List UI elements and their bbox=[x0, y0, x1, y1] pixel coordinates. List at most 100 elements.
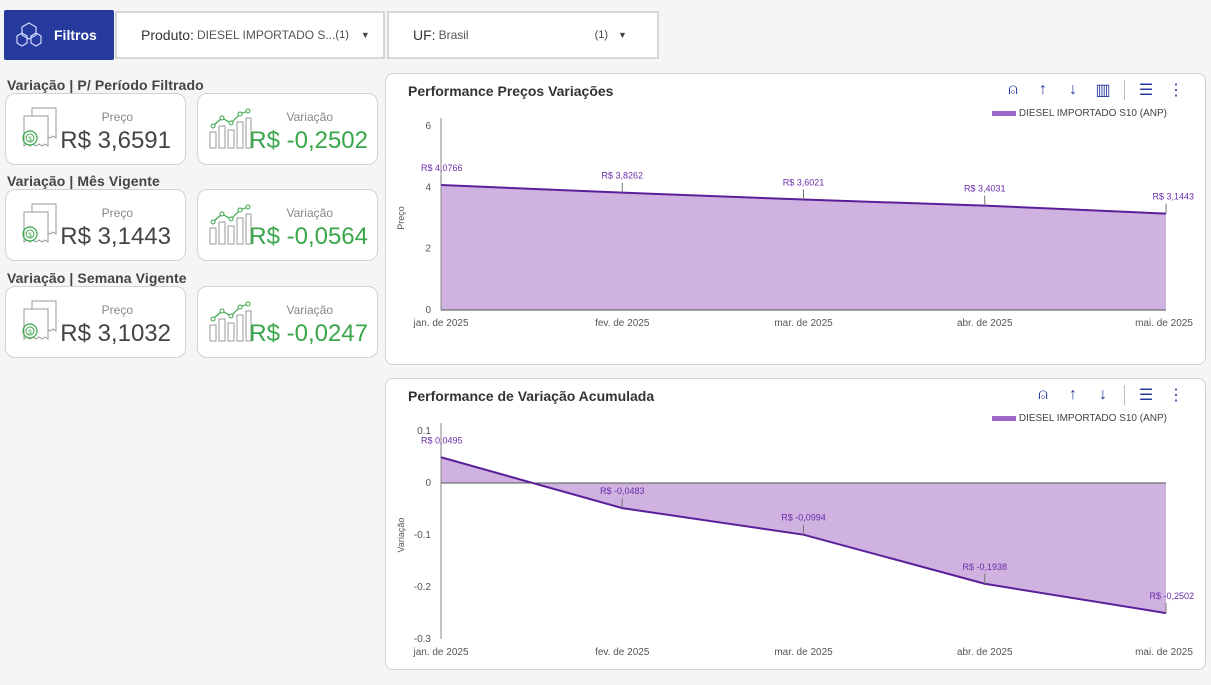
toolbar-divider bbox=[1124, 385, 1125, 405]
y-axis-title: Variação bbox=[396, 518, 406, 553]
receipt-money-icon: $ bbox=[16, 299, 60, 347]
kpi-value: R$ 3,1443 bbox=[60, 223, 171, 250]
uf-filter-value: Brasil bbox=[438, 28, 469, 42]
price-kpi-card: $ Preço R$ 3,6591 bbox=[5, 93, 186, 165]
chart-title: Performance de Variação Acumulada bbox=[408, 388, 655, 404]
kpi-label: Variação bbox=[286, 303, 333, 317]
more-options-icon[interactable]: ⋮ bbox=[1168, 82, 1184, 99]
price-performance-panel: Performance Preços Variações ⍝ ↑ ↓ ▥ ☰ ⋮… bbox=[385, 73, 1206, 365]
receipt-money-icon: $ bbox=[16, 106, 60, 154]
bar-chart-growth-icon bbox=[208, 299, 252, 347]
data-label: R$ 3,4031 bbox=[964, 184, 1006, 194]
x-tick-label: jan. de 2025 bbox=[412, 647, 468, 658]
data-label: R$ 4,0766 bbox=[421, 163, 463, 173]
price-kpi-card: $ Preço R$ 3,1032 bbox=[5, 286, 186, 358]
kpi-label: Preço bbox=[101, 206, 133, 220]
receipt-money-icon: $ bbox=[16, 202, 60, 250]
x-tick-label: abr. de 2025 bbox=[957, 318, 1013, 329]
legend-label: DIESEL IMPORTADO S10 (ANP) bbox=[1018, 413, 1167, 424]
produto-filter-value: DIESEL IMPORTADO S... bbox=[196, 28, 336, 42]
more-options-icon[interactable]: ⋮ bbox=[1168, 387, 1184, 404]
chevron-down-icon: ▼ bbox=[360, 30, 370, 40]
arrow-up-icon[interactable]: ↑ bbox=[1039, 81, 1047, 98]
variation-kpi-card: Variação R$ -0,0564 bbox=[197, 189, 378, 261]
chart-title: Performance Preços Variações bbox=[408, 83, 614, 99]
y-tick-label: 0 bbox=[425, 478, 431, 489]
arrow-up-icon[interactable]: ↑ bbox=[1069, 386, 1077, 403]
svg-text:$: $ bbox=[28, 330, 32, 336]
data-label: R$ -0,2502 bbox=[1149, 591, 1194, 601]
svg-text:$: $ bbox=[28, 137, 32, 143]
kpi-section-title: Variação | Mês Vigente bbox=[7, 173, 160, 189]
data-label: R$ -0,0994 bbox=[781, 513, 826, 523]
legend-swatch bbox=[991, 111, 1016, 116]
price-area-chart: R$ 4,0766 R$ 3,8262 R$ 3,6021 R$ 3,4031 R$ 3… bbox=[396, 118, 1194, 329]
y-tick-label: 0.1 bbox=[417, 426, 431, 437]
bar-chart-growth-icon bbox=[208, 106, 252, 154]
kpi-section-title: Variação | Semana Vigente bbox=[7, 270, 187, 286]
drill-mode-icon[interactable]: ⍝ bbox=[1038, 386, 1048, 403]
x-tick-label: mar. de 2025 bbox=[774, 647, 833, 658]
x-tick-label: fev. de 2025 bbox=[595, 318, 650, 329]
y-tick-label: -0.2 bbox=[414, 582, 432, 593]
variation-kpi-card: Variação R$ -0,2502 bbox=[197, 93, 378, 165]
toolbar-divider bbox=[1124, 80, 1125, 100]
data-label: R$ 0,0495 bbox=[421, 435, 463, 445]
kpi-section-title: Variação | P/ Período Filtrado bbox=[7, 77, 204, 93]
filters-button[interactable]: Filtros bbox=[4, 10, 114, 60]
variation-area-chart: R$ 0,0495 R$ -0,0483 R$ -0,0994 R$ -0,1938 R… bbox=[396, 423, 1194, 658]
chart-toolbar: ⍝ ↑ ↓ ▥ ☰ ⋮ bbox=[998, 79, 1191, 101]
legend-label: DIESEL IMPORTADO S10 (ANP) bbox=[1018, 108, 1167, 119]
kpi-label: Variação bbox=[286, 206, 333, 220]
svg-text:$: $ bbox=[28, 233, 32, 239]
data-label: R$ -0,0483 bbox=[600, 486, 645, 496]
arrow-down-icon[interactable]: ↓ bbox=[1069, 81, 1077, 98]
kpi-value: R$ -0,2502 bbox=[249, 127, 368, 154]
kpi-label: Preço bbox=[101, 110, 133, 124]
uf-filter-dropdown[interactable]: UF: Brasil (1) ▼ bbox=[387, 11, 659, 59]
x-tick-label: mai. de 2025 bbox=[1135, 647, 1193, 658]
kpi-label: Variação bbox=[286, 110, 333, 124]
produto-filter-count: (1) bbox=[335, 29, 349, 41]
arrow-down-icon[interactable]: ↓ bbox=[1099, 386, 1107, 403]
hexagon-network-icon bbox=[16, 22, 42, 47]
x-tick-label: mar. de 2025 bbox=[774, 318, 833, 329]
produto-filter-key: Produto: bbox=[141, 27, 194, 43]
y-axis-title: Preço bbox=[396, 206, 406, 230]
price-kpi-card: $ Preço R$ 3,1443 bbox=[5, 189, 186, 261]
chart-legend: DIESEL IMPORTADO S10 (ANP) bbox=[991, 413, 1167, 424]
chart-settings-icon[interactable]: ▥ bbox=[1095, 82, 1111, 99]
drill-mode-icon[interactable]: ⍝ bbox=[1008, 81, 1018, 98]
series-area bbox=[441, 184, 1166, 310]
variation-kpi-card: Variação R$ -0,0247 bbox=[197, 286, 378, 358]
x-tick-label: fev. de 2025 bbox=[595, 647, 650, 658]
legend-swatch bbox=[991, 416, 1016, 421]
y-tick-label: -0.3 bbox=[414, 634, 432, 645]
data-label: R$ 3,8262 bbox=[601, 171, 643, 181]
kpi-value: R$ -0,0247 bbox=[249, 320, 368, 347]
y-tick-label: 4 bbox=[425, 182, 431, 193]
uf-filter-count: (1) bbox=[594, 29, 609, 41]
data-label: R$ -0,1938 bbox=[962, 562, 1007, 572]
chart-toolbar: ⍝ ↑ ↓ ☰ ⋮ bbox=[1028, 384, 1191, 406]
kpi-value: R$ -0,0564 bbox=[249, 223, 368, 250]
chevron-down-icon: ▼ bbox=[618, 30, 627, 40]
x-tick-label: mai. de 2025 bbox=[1135, 318, 1193, 329]
filter-icon[interactable]: ☰ bbox=[1138, 82, 1154, 99]
produto-filter-dropdown[interactable]: Produto: DIESEL IMPORTADO S... (1) ▼ bbox=[115, 11, 385, 59]
kpi-label: Preço bbox=[101, 303, 133, 317]
bar-chart-growth-icon bbox=[208, 202, 252, 250]
y-tick-label: 0 bbox=[425, 305, 431, 316]
filters-label: Filtros bbox=[54, 27, 97, 43]
filter-icon[interactable]: ☰ bbox=[1138, 387, 1154, 404]
data-label: R$ 3,1443 bbox=[1152, 192, 1194, 202]
x-tick-label: abr. de 2025 bbox=[957, 647, 1013, 658]
uf-filter-key: UF: bbox=[413, 27, 436, 43]
data-label: R$ 3,6021 bbox=[783, 178, 825, 188]
y-tick-label: 6 bbox=[425, 121, 431, 132]
chart-legend: DIESEL IMPORTADO S10 (ANP) bbox=[991, 108, 1167, 119]
y-tick-label: 2 bbox=[425, 244, 431, 255]
x-tick-label: jan. de 2025 bbox=[412, 318, 468, 329]
kpi-value: R$ 3,6591 bbox=[60, 127, 171, 154]
cumulative-variation-panel: Performance de Variação Acumulada ⍝ ↑ ↓ … bbox=[385, 378, 1206, 670]
